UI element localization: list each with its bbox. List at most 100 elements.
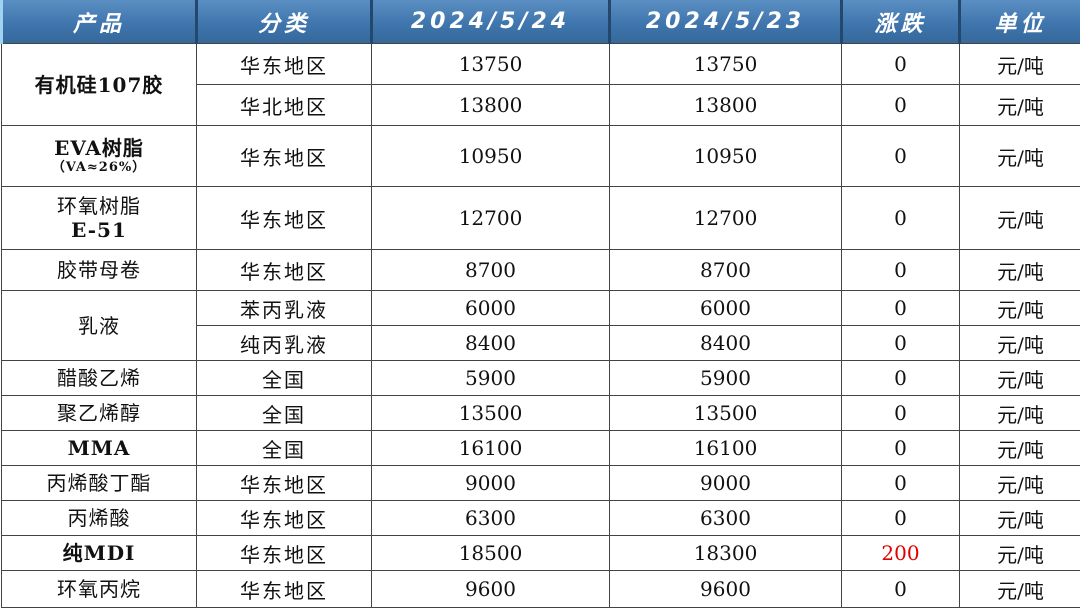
price-current-cell: 9000 — [371, 465, 610, 501]
region-cell: 全国 — [196, 360, 372, 396]
change-cell: 0 — [841, 290, 960, 326]
product-name: MMA — [67, 436, 131, 460]
region-cell: 华东地区 — [196, 125, 372, 187]
region-cell: 华东地区 — [196, 465, 372, 501]
unit-cell: 元/吨 — [959, 360, 1080, 396]
unit-cell: 元/吨 — [959, 325, 1080, 361]
product-name: 聚乙烯醇 — [57, 401, 141, 425]
unit-cell: 元/吨 — [959, 43, 1080, 85]
region-cell: 华东地区 — [196, 500, 372, 536]
change-cell: 0 — [841, 84, 960, 126]
product-cell: 聚乙烯醇 — [1, 395, 197, 431]
product-cell: 胶带母卷 — [1, 249, 197, 291]
region-cell: 华北地区 — [196, 84, 372, 126]
product-cell: 乳液 — [1, 290, 197, 361]
table-row: 有机硅107胶 华东地区 13750 13750 0 元/吨 — [1, 43, 1080, 126]
change-cell: 0 — [841, 249, 960, 291]
region-cell: 华东地区 — [196, 249, 372, 291]
table-row: 丙烯酸 华东地区 6300 6300 0 元/吨 — [1, 500, 1080, 536]
header-date-current: 2024/5/24 — [370, 0, 611, 44]
region-cell: 华东地区 — [196, 570, 372, 608]
product-name: 纯MDI — [62, 541, 136, 565]
change-cell: 0 — [841, 360, 960, 396]
region-cell: 纯丙乳液 — [196, 325, 372, 361]
region-cell: 华东地区 — [196, 535, 372, 571]
unit-cell: 元/吨 — [959, 500, 1080, 536]
price-previous-cell: 16100 — [609, 430, 842, 466]
product-cell: 醋酸乙烯 — [1, 360, 197, 396]
table-row: 丙烯酸丁酯 华东地区 9000 9000 0 元/吨 — [1, 465, 1080, 501]
unit-cell: 元/吨 — [959, 430, 1080, 466]
price-previous-cell: 6000 — [609, 290, 842, 326]
price-previous-cell: 9000 — [609, 465, 842, 501]
price-current-cell: 18500 — [371, 535, 610, 571]
price-current-cell: 10950 — [371, 125, 610, 187]
change-cell: 200 — [841, 535, 960, 571]
region-cell: 全国 — [196, 430, 372, 466]
table-row: 聚乙烯醇 全国 13500 13500 0 元/吨 — [1, 395, 1080, 431]
unit-cell: 元/吨 — [959, 249, 1080, 291]
unit-cell: 元/吨 — [959, 535, 1080, 571]
price-previous-cell: 8700 — [609, 249, 842, 291]
price-previous-cell: 13800 — [609, 84, 842, 126]
table-row: MMA 全国 16100 16100 0 元/吨 — [1, 430, 1080, 466]
product-name: 醋酸乙烯 — [57, 366, 141, 390]
price-current-cell: 8400 — [371, 325, 610, 361]
price-current-cell: 13750 — [371, 43, 610, 85]
unit-cell: 元/吨 — [959, 84, 1080, 126]
header-row: 产品 分类 2024/5/24 2024/5/23 涨跌 单位 — [0, 0, 1080, 44]
product-name: 丙烯酸 — [67, 506, 131, 530]
product-name: 环氧丙烷 — [57, 577, 141, 601]
table-row: 纯MDI 华东地区 18500 18300 200 元/吨 — [1, 535, 1080, 571]
price-current-cell: 8700 — [371, 249, 610, 291]
price-previous-cell: 13750 — [609, 43, 842, 85]
product-name: 胶带母卷 — [57, 258, 141, 282]
price-current-cell: 5900 — [371, 360, 610, 396]
header-date-previous: 2024/5/23 — [608, 0, 843, 44]
change-cell: 0 — [841, 500, 960, 536]
product-cell: MMA — [1, 430, 197, 466]
change-cell: 0 — [841, 186, 960, 250]
price-previous-cell: 10950 — [609, 125, 842, 187]
price-current-cell: 16100 — [371, 430, 610, 466]
price-previous-cell: 12700 — [609, 186, 842, 250]
price-current-cell: 6000 — [371, 290, 610, 326]
unit-cell: 元/吨 — [959, 290, 1080, 326]
header-unit: 单位 — [958, 0, 1080, 44]
table-row: 环氧树脂 E-51 华东地区 12700 12700 0 元/吨 — [1, 186, 1080, 250]
unit-cell: 元/吨 — [959, 186, 1080, 250]
header-category: 分类 — [195, 0, 373, 44]
table-row: 胶带母卷 华东地区 8700 8700 0 元/吨 — [1, 249, 1080, 291]
header-change: 涨跌 — [840, 0, 961, 44]
region-cell: 华东地区 — [196, 43, 372, 85]
region-cell: 苯丙乳液 — [196, 290, 372, 326]
unit-cell: 元/吨 — [959, 570, 1080, 608]
product-grade: E-51 — [71, 218, 127, 242]
table-row: 乳液 苯丙乳液 6000 6000 0 元/吨 — [1, 290, 1080, 361]
product-name: 有机硅107胶 — [34, 72, 164, 97]
price-current-cell: 9600 — [371, 570, 610, 608]
price-previous-cell: 9600 — [609, 570, 842, 608]
product-name: 环氧树脂 — [57, 194, 141, 218]
table-row: 环氧丙烷 华东地区 9600 9600 0 元/吨 — [1, 570, 1080, 608]
product-spec: （VA≈26%） — [51, 160, 147, 175]
product-cell: 纯MDI — [1, 535, 197, 571]
product-cell: 丙烯酸 — [1, 500, 197, 536]
change-cell: 0 — [841, 430, 960, 466]
change-cell: 0 — [841, 43, 960, 85]
price-previous-cell: 5900 — [609, 360, 842, 396]
product-cell: EVA树脂 （VA≈26%） — [1, 125, 197, 187]
change-cell: 0 — [841, 125, 960, 187]
table-row: 醋酸乙烯 全国 5900 5900 0 元/吨 — [1, 360, 1080, 396]
change-cell: 0 — [841, 570, 960, 608]
price-current-cell: 12700 — [371, 186, 610, 250]
product-cell: 环氧丙烷 — [1, 570, 197, 608]
header-product: 产品 — [0, 0, 198, 44]
unit-cell: 元/吨 — [959, 465, 1080, 501]
region-cell: 全国 — [196, 395, 372, 431]
price-current-cell: 6300 — [371, 500, 610, 536]
table-row: EVA树脂 （VA≈26%） 华东地区 10950 10950 0 元/吨 — [1, 125, 1080, 187]
price-previous-cell: 13500 — [609, 395, 842, 431]
price-previous-cell: 8400 — [609, 325, 842, 361]
